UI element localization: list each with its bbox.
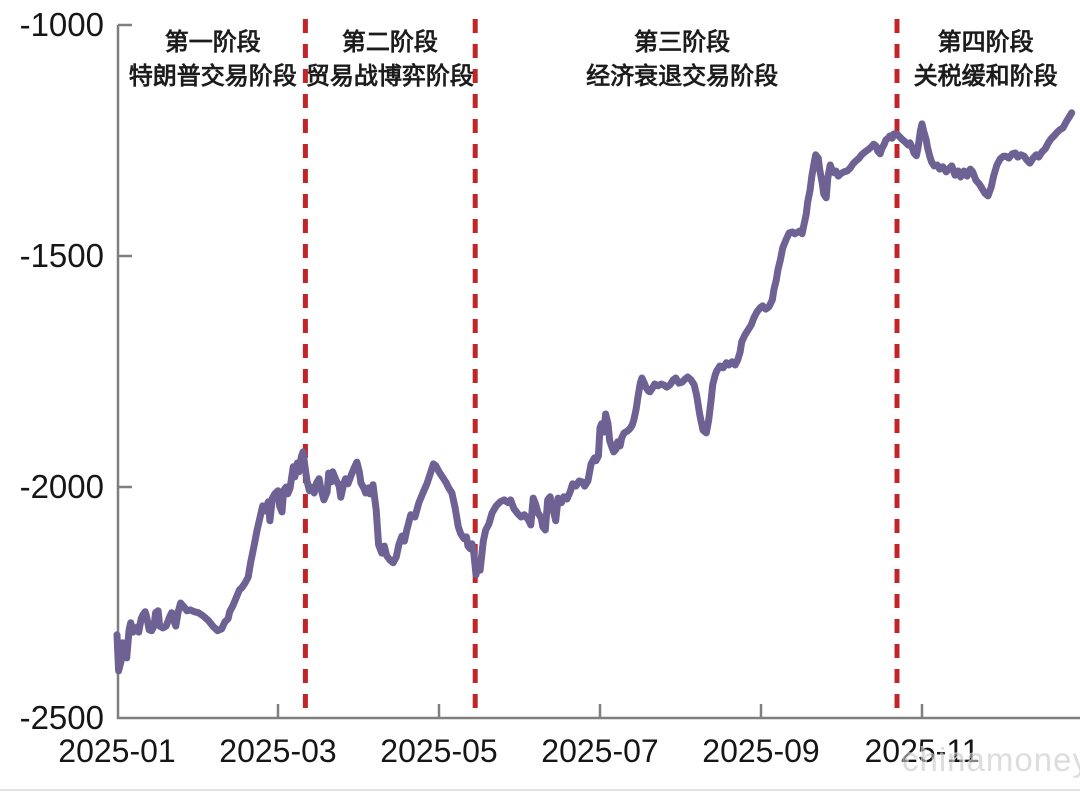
- y-tick-label: -2000: [19, 468, 104, 505]
- phase-annotation-subtitle: 经济衰退交易阶段: [586, 64, 779, 90]
- phase-annotation-subtitle: 贸易战博弈阶段: [305, 64, 474, 90]
- phase-annotation-title: 第四阶段: [937, 30, 1034, 56]
- phase-annotation-title: 第二阶段: [341, 30, 438, 56]
- watermark: chinamoney: [902, 741, 1080, 778]
- y-tick-label: -1500: [19, 237, 104, 274]
- x-tick-label: 2025-03: [219, 733, 337, 769]
- bottom-divider: [0, 789, 1080, 791]
- y-tick-label: -2500: [19, 699, 104, 736]
- x-tick-label: 2025-01: [58, 733, 176, 769]
- y-tick-label: -1000: [19, 6, 104, 43]
- phase-annotation-title: 第三阶段: [634, 30, 731, 56]
- x-tick-label: 2025-09: [702, 733, 820, 769]
- phase-annotation-title: 第一阶段: [164, 30, 261, 56]
- x-tick-label: 2025-07: [541, 733, 659, 769]
- phase-annotation-4: 第四阶段 关税缓和阶段: [914, 26, 1058, 94]
- phase-annotation-subtitle: 关税缓和阶段: [913, 64, 1058, 90]
- phase-annotation-2: 第二阶段 贸易战博弈阶段: [306, 26, 474, 94]
- x-tick-label: 2025-05: [380, 733, 498, 769]
- phase-annotation-subtitle: 特朗普交易阶段: [128, 64, 297, 90]
- phase-annotation-1: 第一阶段 特朗普交易阶段: [129, 26, 297, 94]
- phase-annotation-3: 第三阶段 经济衰退交易阶段: [586, 26, 778, 94]
- x-tick-label: 2025-11: [864, 733, 980, 769]
